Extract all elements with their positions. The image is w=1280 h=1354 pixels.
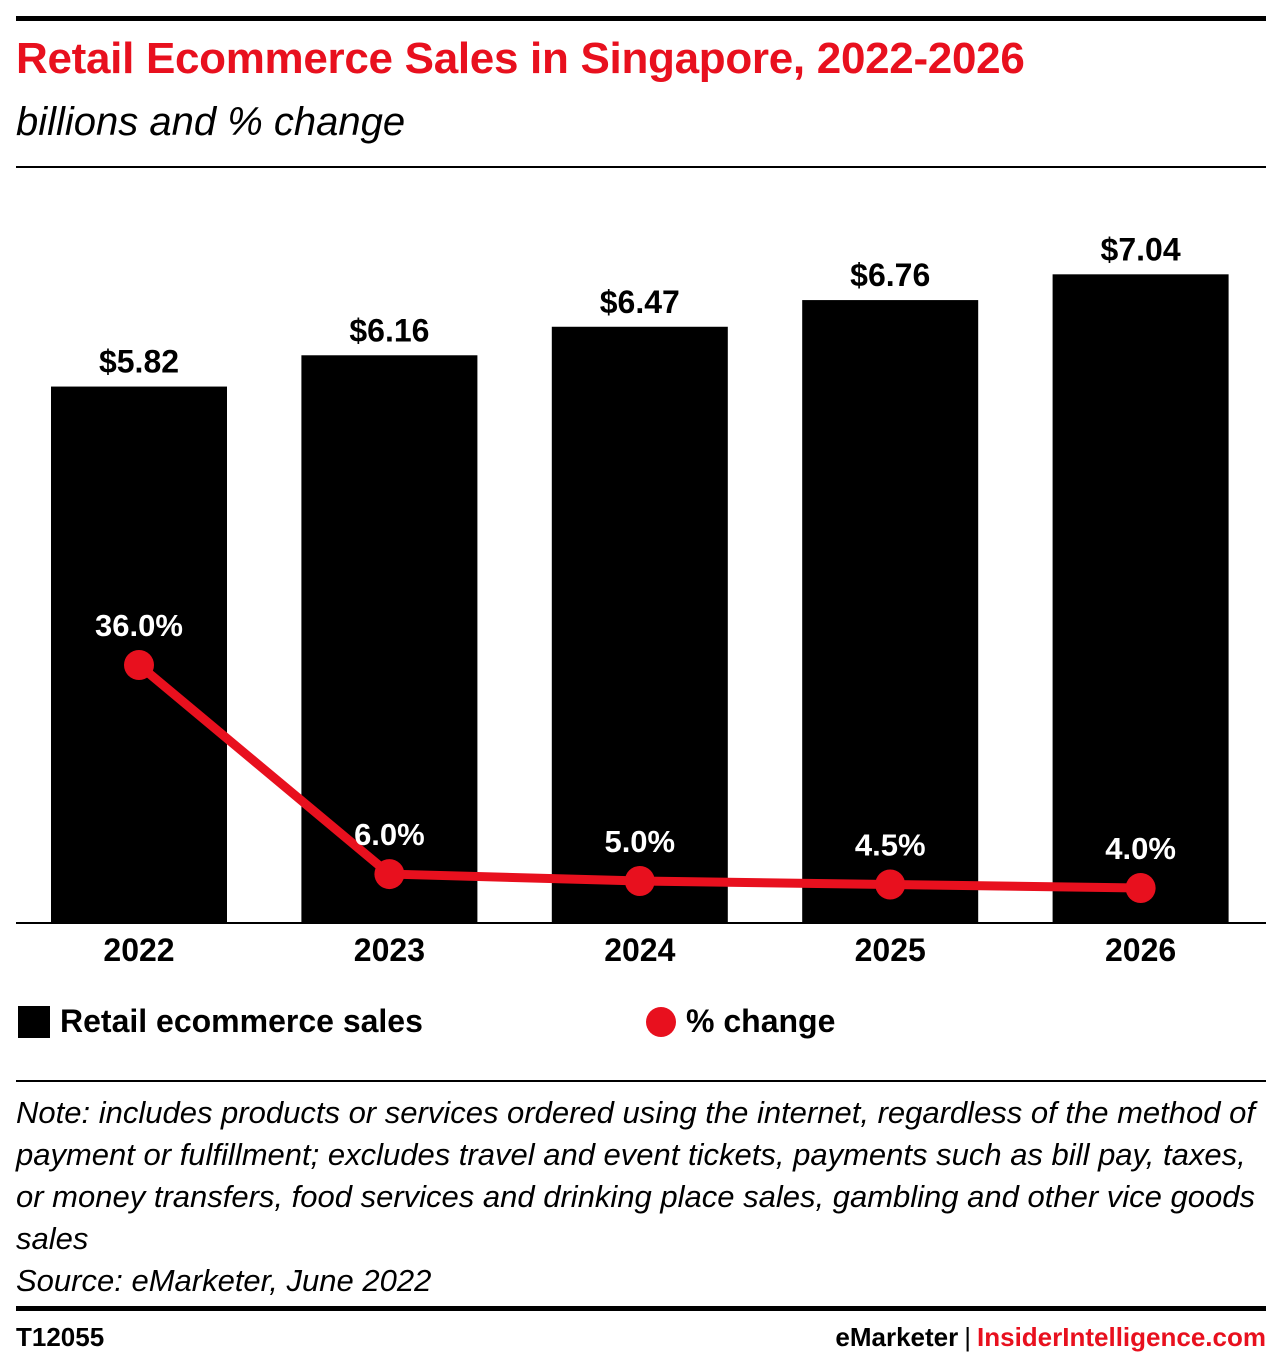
note-rule xyxy=(16,1080,1266,1082)
percent-change-label: 4.5% xyxy=(855,828,926,863)
legend-item-line: % change xyxy=(646,1003,835,1040)
chart-title: Retail Ecommerce Sales in Singapore, 202… xyxy=(16,34,1025,83)
bar-2026 xyxy=(1052,274,1229,922)
percent-change-label: 5.0% xyxy=(604,824,675,859)
bar-value-label: $6.47 xyxy=(600,284,680,320)
footer-brand: eMarketer | InsiderIntelligence.com xyxy=(835,1322,1266,1353)
bar-value-label: $5.82 xyxy=(99,344,179,380)
bar-2024 xyxy=(551,326,728,922)
x-tick-label: 2023 xyxy=(354,932,425,968)
percent-change-label: 4.0% xyxy=(1105,831,1176,866)
percent-change-label: 6.0% xyxy=(354,817,425,852)
percent-change-label: 36.0% xyxy=(95,608,183,643)
legend-swatch-line xyxy=(646,1006,676,1037)
note-block: Note: includes products or services orde… xyxy=(16,1092,1266,1302)
top-rule xyxy=(16,16,1266,21)
x-tick-label: 2025 xyxy=(855,932,926,968)
percent-change-point xyxy=(624,866,655,897)
brand-emarketer: eMarketer xyxy=(835,1322,959,1352)
source-text: Source: eMarketer, June 2022 xyxy=(16,1263,432,1298)
header-rule xyxy=(16,166,1266,168)
legend-item-bars: Retail ecommerce sales xyxy=(18,1003,423,1040)
bar-value-label: $6.76 xyxy=(850,257,930,293)
percent-change-point xyxy=(875,869,906,900)
percent-change-point xyxy=(374,859,405,890)
footer-rule xyxy=(16,1306,1266,1311)
chart-id: T12055 xyxy=(16,1322,105,1352)
x-tick-label: 2026 xyxy=(1105,932,1176,968)
legend-swatch-bars xyxy=(18,1005,50,1038)
percent-change-point xyxy=(124,650,154,680)
legend-label-bars: Retail ecommerce sales xyxy=(60,1003,423,1039)
percent-change-point xyxy=(1125,873,1156,903)
bar-value-label: $7.04 xyxy=(1101,231,1181,267)
bar-2025 xyxy=(802,300,979,923)
legend-label-line: % change xyxy=(686,1003,836,1039)
brand-separator: | xyxy=(964,1322,972,1352)
chart-subtitle: billions and % change xyxy=(16,100,406,144)
bar-value-label: $6.16 xyxy=(349,312,429,348)
x-tick-label: 2024 xyxy=(604,932,675,968)
brand-insider-intelligence: InsiderIntelligence.com xyxy=(977,1322,1266,1352)
note-text: Note: includes products or services orde… xyxy=(16,1095,1255,1256)
x-tick-label: 2022 xyxy=(103,932,174,968)
chart-area: $5.82 $6.16 $6.47 $6.76 $7.04 2022 2023 2024 202… xyxy=(16,231,1266,968)
